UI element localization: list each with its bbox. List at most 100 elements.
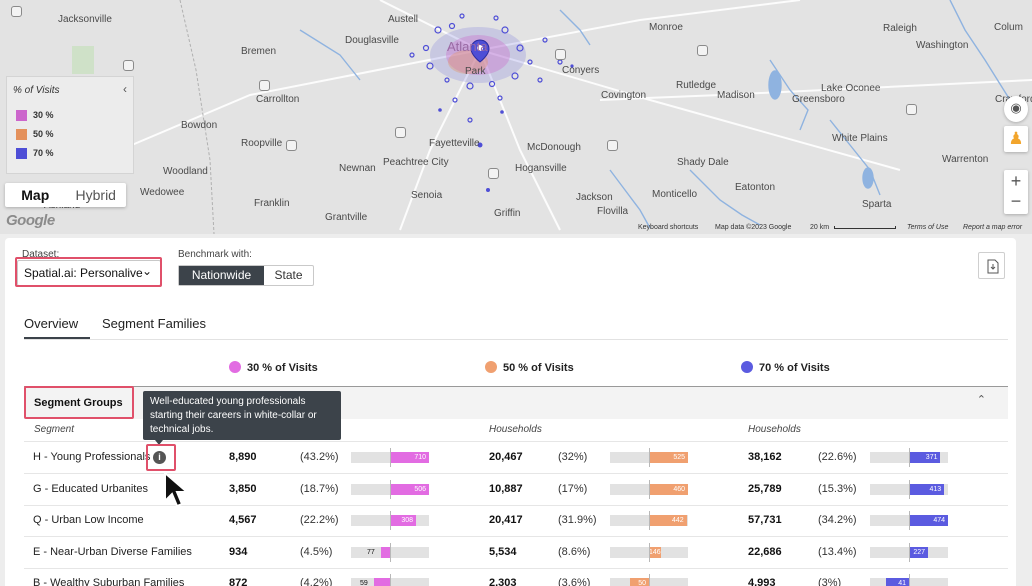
chevron-up-icon[interactable]: ⌃: [976, 394, 986, 406]
household-percent: (34.2%): [818, 514, 857, 526]
city-label: Greensboro: [792, 94, 845, 105]
chevron-down-icon: ⌄: [141, 264, 152, 278]
household-count: 38,162: [748, 451, 782, 463]
map-data-attribution: Map data ©2023 Google: [715, 224, 792, 231]
index-value: 41: [898, 580, 906, 586]
household-count: 20,417: [489, 514, 523, 526]
benchmark-line: [649, 574, 650, 586]
report-map-error-link[interactable]: Report a map error: [963, 224, 1023, 231]
info-icon[interactable]: i: [153, 451, 166, 464]
tab-overview[interactable]: Overview: [24, 316, 79, 331]
map-type-hybrid-button[interactable]: Hybrid: [75, 187, 116, 203]
dataset-select[interactable]: Spatial.ai: Personalive ⌄: [17, 260, 161, 286]
city-label: Franklin: [254, 198, 290, 209]
my-location-icon[interactable]: ◉: [1004, 96, 1028, 122]
index-bar-fill: 474: [909, 515, 948, 526]
segment-name: G - Educated Urbanites: [33, 482, 148, 495]
city-label: Covington: [601, 90, 647, 101]
segment-groups-title: Segment Groups: [34, 397, 123, 409]
zoom-in-icon[interactable]: +: [1010, 171, 1022, 191]
terms-link[interactable]: Terms of Use: [907, 224, 949, 231]
city-label: Sparta: [862, 199, 892, 210]
index-value: 77: [367, 548, 375, 556]
city-label: Grantville: [325, 212, 368, 223]
index-bar-fill: 41: [885, 578, 909, 586]
household-count: 3,850: [229, 482, 257, 495]
segment-panel: Dataset: Spatial.ai: Personalive ⌄ Bench…: [5, 238, 1016, 586]
index-bar: 146: [610, 542, 688, 562]
segment-name: E - Near-Urban Diverse Families: [33, 545, 192, 558]
series-label: 50 % of Visits: [503, 362, 574, 374]
map-type-map-button[interactable]: Map: [21, 187, 50, 203]
google-logo: Google: [6, 212, 55, 229]
column-header-households: Households: [748, 424, 801, 435]
household-percent: (17%): [558, 482, 588, 495]
keyboard-shortcuts-link[interactable]: Keyboard shortcuts: [638, 224, 699, 231]
benchmark-state-button[interactable]: State: [274, 268, 303, 282]
city-label: Raleigh: [883, 23, 917, 34]
benchmark-toggle: Nationwide State: [178, 265, 314, 286]
benchmark-nationwide-button[interactable]: Nationwide: [179, 266, 264, 285]
chevron-left-icon[interactable]: ‹: [123, 82, 127, 96]
mouse-cursor-icon: [164, 471, 189, 508]
benchmark-line: [649, 511, 650, 530]
index-value: 474: [933, 517, 945, 524]
column-header-households: Households: [489, 424, 542, 435]
highway-shield-icon: [607, 140, 618, 151]
index-bar: 506: [351, 479, 429, 499]
legend-label: 70 %: [33, 148, 54, 158]
household-percent: (3%): [818, 577, 842, 586]
map-scale[interactable]: 20 km: [810, 224, 830, 231]
download-button[interactable]: [978, 252, 1005, 279]
city-label: Carrollton: [256, 94, 300, 105]
city-label: Woodland: [163, 166, 208, 177]
city-label: Monticello: [652, 189, 698, 200]
index-bar-fill: [381, 546, 390, 558]
row-divider: [24, 473, 1008, 474]
index-value: 413: [929, 485, 942, 493]
index-bar-fill: 460: [649, 483, 688, 495]
household-percent: (22.6%): [818, 451, 857, 463]
index-bar-fill: 710: [390, 452, 429, 463]
household-count: 934: [229, 545, 248, 558]
highway-shield-icon: [11, 6, 22, 17]
benchmark-line: [909, 479, 910, 499]
city-label: Madison: [717, 90, 755, 101]
benchmark-line: [390, 448, 391, 467]
city-label: McDonough: [527, 142, 581, 153]
highway-shield-icon: [123, 60, 134, 71]
household-count: 8,890: [229, 451, 257, 463]
city-label: Bowdon: [181, 120, 218, 131]
household-percent: (22.2%): [300, 514, 339, 526]
household-percent: (15.3%): [818, 482, 857, 495]
index-bar: 59: [351, 574, 429, 586]
household-count: 872: [229, 577, 248, 586]
segment-tooltip: Well-educated young professionals starti…: [143, 391, 341, 440]
street-view-pegman-icon[interactable]: ♟: [1004, 126, 1028, 152]
index-bar-fill: 308: [390, 515, 417, 526]
city-label: Wedowee: [140, 187, 185, 198]
household-count: 5,534: [489, 545, 517, 558]
highway-shield-icon: [259, 80, 270, 91]
benchmark-line: [649, 479, 650, 499]
household-count: 20,467: [489, 451, 523, 463]
segment-name: B - Wealthy Suburban Families: [33, 577, 185, 586]
index-bar: 474: [870, 511, 948, 530]
column-header-segment: Segment: [34, 424, 75, 435]
row-divider: [24, 567, 1008, 569]
household-percent: (3.6%): [558, 577, 591, 586]
series-label: 30 % of Visits: [247, 362, 318, 374]
index-bar: 41: [870, 574, 948, 586]
index-value: 460: [673, 485, 685, 493]
benchmark-line: [390, 479, 391, 499]
map-view[interactable]: Jacksonville Austell Monroe Raleigh Washingt…: [0, 0, 1032, 234]
tab-segment-families[interactable]: Segment Families: [102, 316, 207, 331]
household-percent: (31.9%): [558, 514, 597, 526]
row-divider: [24, 441, 1008, 442]
segment-name: Q - Urban Low Income: [33, 514, 144, 526]
legend-item-70: 70 %: [16, 148, 54, 160]
zoom-out-icon[interactable]: −: [1010, 191, 1022, 211]
benchmark-line: [649, 542, 650, 562]
city-label: Monroe: [649, 22, 683, 33]
household-count: 2,303: [489, 577, 517, 586]
